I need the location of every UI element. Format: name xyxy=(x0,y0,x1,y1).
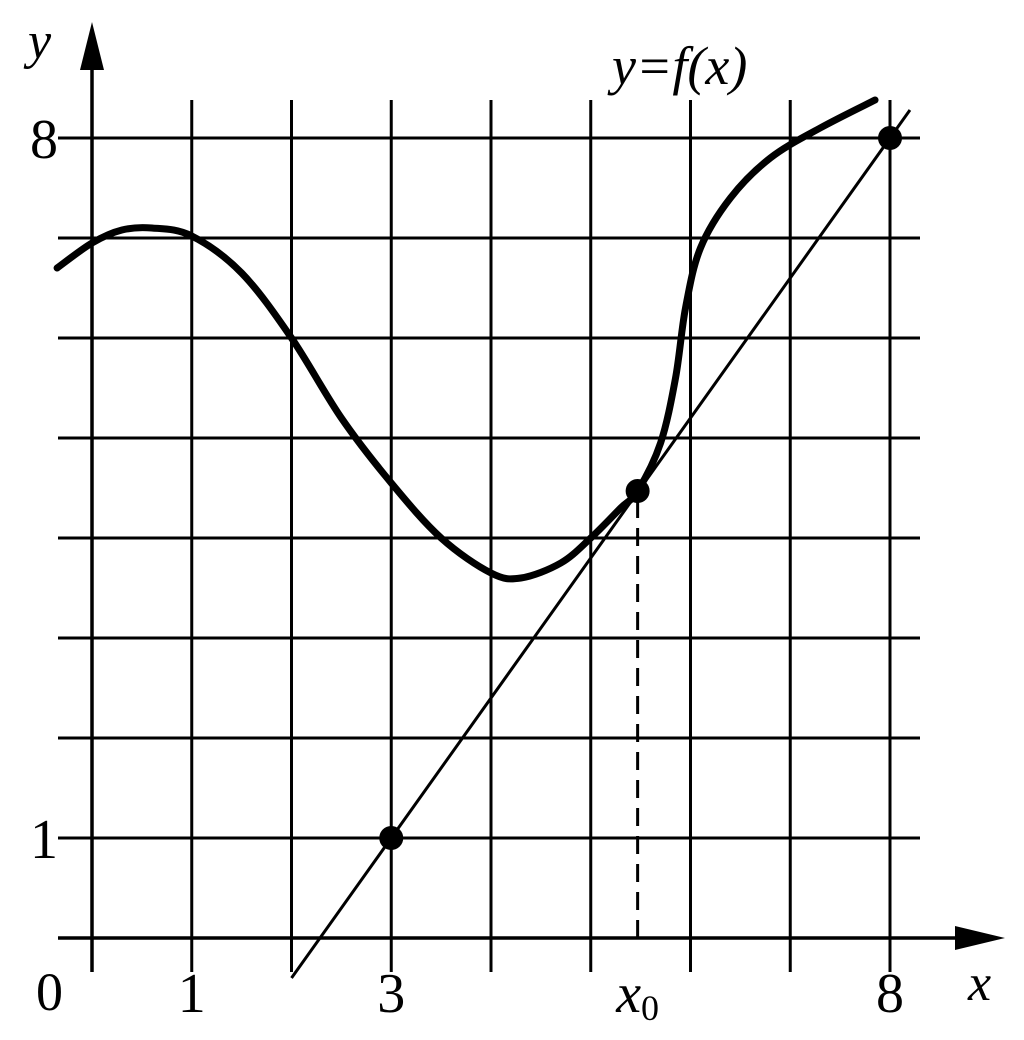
data-point xyxy=(625,479,650,503)
y-axis-label: y xyxy=(23,13,52,70)
tick-labels: 1 3 x0 8 1 8 xyxy=(30,109,904,1028)
function-curve xyxy=(53,96,879,583)
y-tick-label: 8 xyxy=(30,109,58,171)
data-point xyxy=(379,826,404,850)
curve-label: y=f(x) xyxy=(607,36,747,96)
marks xyxy=(53,96,912,979)
tangent-line xyxy=(290,109,912,979)
x-tick-label: 3 xyxy=(377,963,405,1025)
data-point xyxy=(878,126,902,150)
x-axis-label: x xyxy=(967,955,991,1012)
x-axis-arrow xyxy=(955,926,1005,950)
axes xyxy=(58,22,1005,972)
x-tick-label: x0 xyxy=(615,963,659,1028)
x-tick-label: 1 xyxy=(178,963,206,1025)
y-axis-arrow xyxy=(80,22,104,70)
y-tick-label: 1 xyxy=(30,809,58,871)
x-tick-label: 8 xyxy=(876,963,904,1025)
origin-label: 0 xyxy=(36,962,63,1022)
